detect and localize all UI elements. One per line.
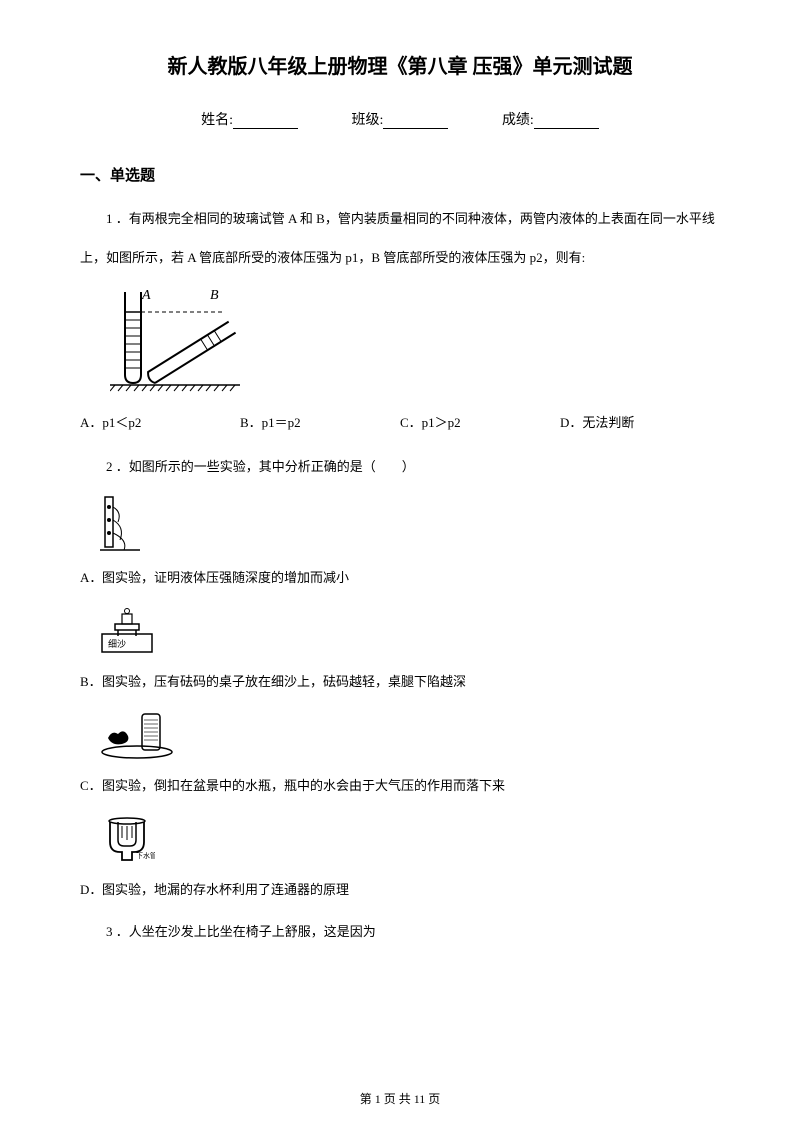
score-blank — [534, 115, 599, 129]
svg-text:下水管: 下水管 — [136, 851, 155, 860]
page-title: 新人教版八年级上册物理《第八章 压强》单元测试题 — [80, 50, 720, 79]
q2-fig-d: 下水管 — [100, 814, 710, 869]
q1-opt-a: A．p1＜p2 — [80, 412, 240, 431]
q2-opt-d-text: 图实验，地漏的存水杯利用了连通器的原理 — [102, 879, 349, 900]
info-row: 姓名: 班级: 成绩: — [80, 109, 720, 129]
q2-opt-b-text: 图实验，压有砝码的桌子放在细沙上，砝码越轻，桌腿下陷越深 — [102, 671, 466, 692]
tube-b-label: B — [210, 288, 219, 303]
q2-opt-a-row: A． 图实验，证明液体压强随深度的增加而减小 — [80, 492, 720, 588]
q3-text: 人坐在沙发上比坐在椅子上舒服，这是因为 — [129, 924, 376, 939]
q1-opt-b: B．p1＝p2 — [240, 412, 400, 431]
q3-num: 3 ． — [106, 924, 129, 939]
q2-label-d: D． — [80, 879, 102, 900]
name-blank — [233, 115, 298, 129]
q2-opt-b-row: 细沙 B． 图实验，压有砝码的桌子放在细沙上，砝码越轻，桌腿下陷越深 — [80, 606, 720, 692]
page-footer: 第 1 页 共 11 页 — [0, 1090, 800, 1107]
q2-fig-c — [100, 710, 710, 765]
name-label: 姓名: — [201, 113, 233, 128]
class-field: 班级: — [352, 109, 449, 129]
q1-text-1: 有两根完全相同的玻璃试管 A 和 B，管内装质量相同的不同种液体，两管内液体的上… — [129, 211, 715, 226]
question-3: 3 ．人坐在沙发上比坐在椅子上舒服，这是因为 — [80, 918, 720, 947]
q2-label-c: C． — [80, 775, 102, 796]
question-1: 1 ．有两根完全相同的玻璃试管 A 和 B，管内装质量相同的不同种液体，两管内液… — [80, 205, 720, 234]
q2-fig-b: 细沙 — [100, 606, 710, 661]
class-blank — [383, 115, 448, 129]
question-2: 2 ．如图所示的一些实验，其中分析正确的是（ ） — [80, 453, 720, 482]
score-label: 成绩: — [502, 113, 534, 128]
q2-num: 2 ． — [106, 459, 129, 474]
q2-fig-a — [100, 492, 710, 557]
q1-opt-c: C．p1＞p2 — [400, 412, 560, 431]
q1-options: A．p1＜p2 B．p1＝p2 C．p1＞p2 D．无法判断 — [80, 412, 720, 431]
q2-opt-c-row: C． 图实验，倒扣在盆景中的水瓶，瓶中的水会由于大气压的作用而落下来 — [80, 710, 720, 796]
q1-figure: A B — [110, 287, 720, 397]
class-label: 班级: — [352, 113, 384, 128]
tube-a-label: A — [141, 288, 151, 303]
svg-text:细沙: 细沙 — [108, 638, 126, 649]
score-field: 成绩: — [502, 109, 599, 129]
q2-opt-c-text: 图实验，倒扣在盆景中的水瓶，瓶中的水会由于大气压的作用而落下来 — [102, 775, 505, 796]
q2-opt-d-row: 下水管 D． 图实验，地漏的存水杯利用了连通器的原理 — [80, 814, 720, 900]
q2-opt-a-text: 图实验，证明液体压强随深度的增加而减小 — [102, 567, 349, 588]
q1-opt-d: D．无法判断 — [560, 412, 720, 431]
name-field: 姓名: — [201, 109, 298, 129]
q2-label-b: B． — [80, 671, 102, 692]
section-heading: 一、单选题 — [80, 164, 720, 185]
q1-text-2: 上，如图所示，若 A 管底部所受的液体压强为 p1，B 管底部所受的液体压强为 … — [80, 244, 720, 273]
q2-label-a: A． — [80, 567, 102, 588]
q2-text: 如图所示的一些实验，其中分析正确的是（ ） — [129, 459, 415, 474]
q1-num: 1 ． — [106, 211, 129, 226]
